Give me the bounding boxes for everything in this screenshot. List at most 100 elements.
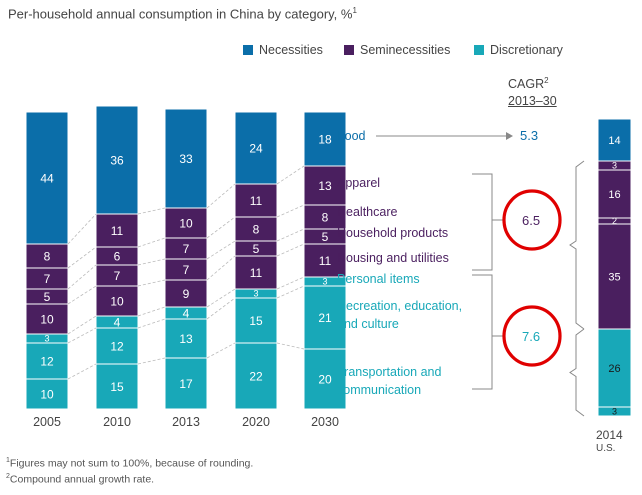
us-discretionary-brace [569, 328, 585, 417]
category-label: communication [337, 383, 421, 397]
bar-value-label: 7 [44, 272, 51, 286]
us-bar-segment [597, 223, 632, 330]
legend-label-necessities: Necessities [259, 43, 323, 57]
bar-value-label: 36 [110, 153, 124, 167]
bar-value-label: 13 [179, 332, 193, 346]
bar-value-label: 4 [183, 306, 190, 320]
legend-item-necessities: Necessities [243, 43, 323, 57]
bar-segment [234, 255, 278, 290]
segment-connector [67, 264, 97, 290]
x-tick-label: 2020 [242, 415, 270, 429]
bar-value-label: 17 [179, 377, 193, 391]
bar-value-label: 9 [183, 287, 190, 301]
bar-value-label: 7 [183, 242, 190, 256]
legend-label-seminecessities: Seminecessities [360, 43, 451, 57]
segment-connector [67, 246, 97, 269]
bar-segment [234, 297, 278, 344]
us-bar-segment [597, 169, 632, 219]
segment-connector [67, 213, 97, 245]
bar-value-label: 44 [40, 171, 54, 185]
arrow-head [506, 132, 513, 140]
segment-connector [137, 237, 166, 248]
bar-segment [303, 348, 347, 410]
bar-value-label: 11 [250, 266, 263, 280]
bar-segment [234, 111, 278, 185]
bar-segment [25, 342, 69, 380]
seminecessities-bracket [472, 173, 493, 271]
segment-connector [137, 279, 166, 287]
bar-value-label: 7 [183, 263, 190, 277]
legend-item-discretionary: Discretionary [474, 43, 563, 57]
bar-value-label: 5 [44, 290, 51, 304]
segment-connector [137, 357, 166, 365]
highlight-circle [502, 189, 562, 251]
legend-swatch-discretionary [474, 45, 484, 55]
bar-value-label: 22 [249, 369, 263, 383]
bar-value-label: 33 [179, 152, 193, 166]
bar-value-label: 3 [322, 277, 327, 287]
bar-segment [303, 111, 347, 167]
bar-segment [95, 327, 139, 365]
legend-item-seminecessities: Seminecessities [344, 43, 450, 57]
cagr-value: 5.3 [520, 128, 538, 143]
category-label: Recreation, education, [337, 299, 462, 313]
bar-value-label: 8 [253, 222, 260, 236]
category-label: Healthcare [337, 205, 397, 219]
segment-connector [206, 255, 236, 281]
bar-value-label: 13 [318, 179, 332, 193]
segment-connector [276, 243, 305, 257]
bar-segment [234, 342, 278, 410]
legend-label-discretionary: Discretionary [490, 43, 563, 57]
us-bar-value-label: 3 [612, 407, 617, 417]
segment-connector [276, 204, 305, 218]
cagr-header: CAGR2 2013–30 [508, 76, 557, 109]
bar-segment [95, 285, 139, 317]
bar-value-label: 4 [114, 315, 121, 329]
bar-segment [95, 105, 139, 215]
bar-value-label: 7 [114, 269, 121, 283]
segment-connector [67, 285, 97, 305]
us-bar-value-label: 14 [608, 135, 620, 147]
bar-value-label: 10 [179, 216, 193, 230]
bar-value-label: 21 [318, 311, 332, 325]
bar-segment [164, 279, 208, 308]
category-label: Transportation and [337, 365, 442, 379]
highlight-circle [502, 305, 562, 367]
bar-value-label: 10 [40, 312, 54, 326]
bar-value-label: 15 [249, 314, 263, 328]
cagr-value: 7.6 [522, 329, 540, 344]
bar-value-label: 8 [322, 210, 329, 224]
us-bar-value-label: 3 [612, 161, 617, 171]
footnote-2: 2Compound annual growth rate. [6, 473, 155, 486]
x-tick-label: 2005 [33, 415, 61, 429]
segment-connector [206, 288, 236, 308]
us-bar-value-label: 35 [608, 271, 620, 283]
bar-segment [164, 357, 208, 410]
bar-value-label: 11 [111, 224, 124, 238]
segment-connector [276, 285, 305, 299]
legend-swatch-necessities [243, 45, 253, 55]
us-bar-value-label: 2 [612, 216, 617, 226]
category-label: and culture [337, 317, 399, 331]
bar-segment [25, 303, 69, 335]
bar-segment [25, 378, 69, 410]
segment-connector [67, 315, 97, 335]
bar-value-label: 12 [40, 354, 54, 368]
footnote-1: 1Figures may not sum to 100%, because of… [6, 457, 254, 470]
bar-value-label: 5 [253, 242, 260, 256]
bar-value-label: 11 [250, 194, 263, 208]
x-tick-label: 2010 [103, 415, 131, 429]
segment-connector [67, 363, 97, 380]
bar-value-label: 11 [319, 254, 332, 268]
bar-value-label: 6 [114, 249, 121, 263]
us-bar-value-label: 26 [608, 363, 620, 375]
discretionary-bracket [472, 274, 493, 390]
x-tick-label: 2030 [311, 415, 339, 429]
segment-connector [276, 228, 305, 242]
segment-connector [206, 216, 236, 239]
bar-segment [303, 165, 347, 206]
segment-connector [137, 318, 166, 329]
segment-connector [206, 240, 236, 260]
chart-title: Per-household annual consumption in Chin… [8, 6, 357, 22]
